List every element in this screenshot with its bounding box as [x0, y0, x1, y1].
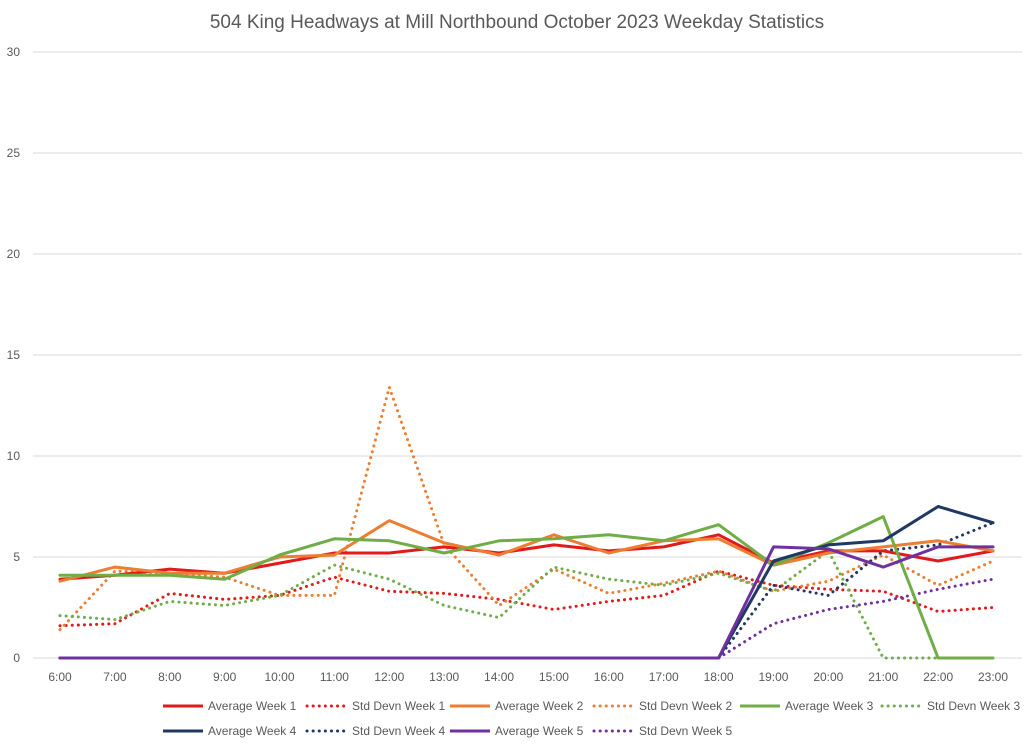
legend-label: Std Devn Week 2 — [639, 699, 732, 713]
legend-label: Std Devn Week 5 — [639, 724, 732, 738]
legend-label: Average Week 4 — [208, 724, 297, 738]
x-tick-label: 21:00 — [868, 670, 898, 684]
y-tick-label: 30 — [7, 45, 21, 59]
x-tick-label: 16:00 — [594, 670, 624, 684]
legend-label: Average Week 3 — [785, 699, 874, 713]
x-tick-label: 12:00 — [374, 670, 404, 684]
legend-label: Std Devn Week 3 — [927, 699, 1020, 713]
series-line-std-devn-week-1 — [58, 569, 995, 628]
x-tick-label: 8:00 — [158, 670, 182, 684]
x-tick-label: 10:00 — [265, 670, 295, 684]
legend-label: Average Week 1 — [208, 699, 297, 713]
legend-item[interactable]: Std Devn Week 4 — [305, 724, 445, 738]
x-tick-label: 20:00 — [813, 670, 843, 684]
legend-item[interactable]: Average Week 3 — [740, 699, 874, 713]
legend-item[interactable]: Average Week 1 — [163, 699, 297, 713]
legend-item[interactable]: Average Week 2 — [450, 699, 584, 713]
x-tick-label: 6:00 — [48, 670, 72, 684]
legend-item[interactable]: Std Devn Week 2 — [592, 699, 732, 713]
series-line-average-week-3 — [58, 515, 995, 660]
y-axis-tick-labels: 0 5 10 15 20 25 30 — [7, 45, 21, 665]
series-line-average-week-5 — [58, 545, 995, 660]
x-tick-label: 15:00 — [539, 670, 569, 684]
series-line-std-devn-week-4 — [58, 521, 995, 660]
x-tick-label: 9:00 — [213, 670, 237, 684]
x-axis-tick-labels: 6:00 7:00 8:00 9:00 10:00 11:00 12:00 13:00 14:0… — [48, 670, 1008, 684]
series-lines — [58, 385, 995, 660]
legend-item[interactable]: Average Week 4 — [163, 724, 297, 738]
x-tick-label: 22:00 — [923, 670, 953, 684]
x-tick-label: 17:00 — [649, 670, 679, 684]
legend-item[interactable]: Std Devn Week 3 — [880, 699, 1020, 713]
x-tick-label: 18:00 — [704, 670, 734, 684]
legend-item[interactable]: Std Devn Week 1 — [305, 699, 445, 713]
legend-label: Average Week 2 — [495, 699, 584, 713]
x-tick-label: 23:00 — [978, 670, 1008, 684]
x-tick-label: 7:00 — [103, 670, 127, 684]
legend-item[interactable]: Std Devn Week 5 — [592, 724, 732, 738]
chart-title: 504 King Headways at Mill Northbound Oct… — [210, 12, 824, 33]
y-tick-label: 0 — [13, 651, 20, 665]
x-tick-label: 19:00 — [758, 670, 788, 684]
y-tick-label: 10 — [7, 449, 21, 463]
x-tick-label: 14:00 — [484, 670, 514, 684]
legend-label: Std Devn Week 4 — [352, 724, 445, 738]
x-tick-label: 11:00 — [320, 670, 349, 684]
y-tick-label: 25 — [7, 146, 21, 160]
y-tick-label: 20 — [7, 247, 21, 261]
legend-item[interactable]: Average Week 5 — [450, 724, 584, 738]
series-line-std-devn-week-2 — [58, 385, 995, 632]
legend: Average Week 1 Std Devn Week 1 Average Wee… — [163, 699, 1020, 738]
y-tick-label: 15 — [7, 348, 21, 362]
y-tick-label: 5 — [13, 550, 20, 564]
x-tick-label: 13:00 — [429, 670, 459, 684]
series-line-std-devn-week-3 — [58, 549, 995, 660]
legend-label: Std Devn Week 1 — [352, 699, 445, 713]
legend-label: Average Week 5 — [495, 724, 584, 738]
